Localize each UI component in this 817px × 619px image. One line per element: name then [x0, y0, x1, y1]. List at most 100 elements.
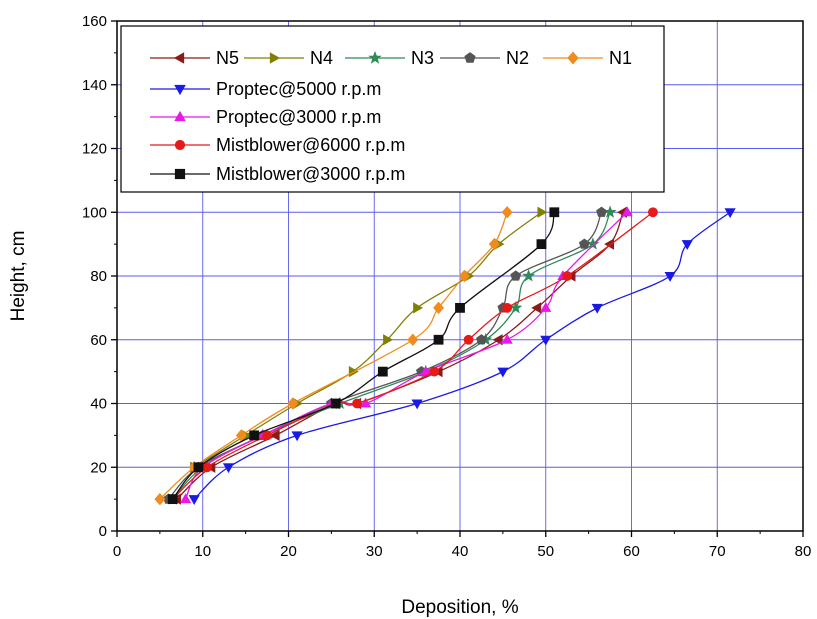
data-point — [383, 334, 394, 346]
series-line — [172, 211, 654, 500]
y-tick-label: 160 — [82, 13, 107, 30]
data-point — [681, 240, 693, 251]
legend-item: Proptec@3000 r.p.m — [150, 107, 381, 127]
data-point — [154, 492, 166, 506]
x-tick-label: 50 — [537, 543, 554, 560]
data-point — [291, 431, 303, 442]
data-point — [413, 302, 424, 314]
y-tick-label: 0 — [99, 523, 107, 540]
data-point — [591, 303, 603, 314]
y-tick-label: 80 — [90, 268, 107, 285]
data-point — [502, 302, 513, 313]
data-point — [648, 207, 658, 218]
legend-label: N3 — [411, 48, 434, 68]
data-point — [429, 366, 440, 377]
data-point — [411, 399, 423, 410]
legend-label: N1 — [609, 48, 632, 68]
data-point — [562, 271, 573, 281]
data-point — [262, 430, 272, 441]
data-point — [407, 333, 419, 346]
legend-label: Mistblower@3000 r.p.m — [216, 164, 405, 184]
series-6 — [180, 206, 633, 504]
legend-marker — [464, 52, 476, 63]
data-point — [501, 333, 513, 344]
series-0 — [171, 206, 627, 505]
series-layer — [154, 205, 736, 506]
x-tick-label: 60 — [623, 543, 640, 560]
data-point — [193, 462, 204, 473]
legend-marker — [174, 84, 186, 96]
data-point — [352, 398, 362, 409]
series-8 — [167, 207, 560, 505]
legend-item: N4 — [244, 48, 333, 68]
data-point — [287, 397, 299, 410]
legend-item: N2 — [440, 48, 529, 68]
series-line — [193, 211, 731, 500]
data-point — [664, 272, 676, 282]
legend-item: Mistblower@3000 r.p.m — [150, 164, 405, 184]
legend-item: Proptec@5000 r.p.m — [150, 79, 381, 99]
y-tick-label: 60 — [90, 332, 107, 349]
legend-item: Mistblower@6000 r.p.m — [150, 135, 405, 155]
y-tick-label: 140 — [82, 77, 107, 94]
data-point — [463, 334, 474, 345]
data-point — [531, 302, 542, 314]
series-line — [176, 212, 624, 500]
data-point — [488, 237, 500, 251]
legend: N5 N4 N3 N2 N1 Proptec@5000 r.p.m Proptec@3000… — [120, 25, 665, 193]
data-point — [537, 206, 548, 218]
series-line — [172, 211, 611, 500]
data-point — [596, 206, 607, 217]
y-tick-label: 40 — [90, 396, 107, 413]
y-axis-label: Height, cm — [8, 231, 29, 322]
data-point — [549, 207, 560, 218]
data-point — [724, 208, 736, 219]
series-line — [159, 212, 508, 500]
legend-item: N3 — [345, 48, 434, 68]
series-line — [172, 212, 555, 500]
x-tick-label: 40 — [452, 543, 469, 560]
data-point — [501, 206, 513, 219]
y-tick-label: 100 — [82, 204, 107, 221]
legend-marker — [174, 139, 186, 151]
legend-marker — [567, 51, 579, 65]
data-point — [522, 269, 536, 282]
legend-label: N5 — [216, 48, 239, 68]
data-point — [433, 301, 445, 315]
legend-label: Mistblower@6000 r.p.m — [216, 135, 405, 155]
series-2 — [166, 205, 617, 505]
legend-item: N5 — [150, 48, 239, 68]
data-point — [222, 463, 235, 474]
legend-label: Proptec@5000 r.p.m — [216, 79, 381, 99]
data-point — [167, 494, 178, 505]
data-point — [510, 270, 522, 281]
data-point — [540, 335, 552, 346]
data-point — [188, 495, 200, 506]
legend-marker — [368, 50, 382, 64]
legend-marker — [269, 52, 281, 64]
data-point — [269, 429, 280, 441]
legend-label: N4 — [310, 48, 333, 68]
data-point — [249, 430, 260, 441]
x-axis-label: Deposition, % — [401, 597, 518, 618]
legend-label: N2 — [506, 48, 529, 68]
series-5 — [188, 208, 736, 506]
axis-ticks: 0 10 20 30 40 50 60 70 80 0 20 40 60 80 100 120 140 160 — [82, 13, 811, 560]
data-point — [180, 493, 192, 504]
data-point — [433, 334, 444, 345]
x-tick-label: 0 — [113, 543, 121, 560]
y-tick-label: 120 — [82, 141, 107, 158]
data-point — [536, 239, 547, 250]
x-tick-label: 20 — [280, 543, 297, 560]
legend-item: N1 — [543, 48, 632, 68]
data-point — [420, 365, 432, 376]
x-tick-label: 70 — [709, 543, 726, 560]
y-tick-label: 20 — [90, 459, 107, 476]
data-point — [458, 269, 470, 283]
data-point — [540, 301, 552, 312]
data-point — [621, 206, 633, 217]
data-point — [330, 398, 341, 409]
data-point — [604, 238, 615, 250]
legend-marker — [173, 52, 185, 64]
